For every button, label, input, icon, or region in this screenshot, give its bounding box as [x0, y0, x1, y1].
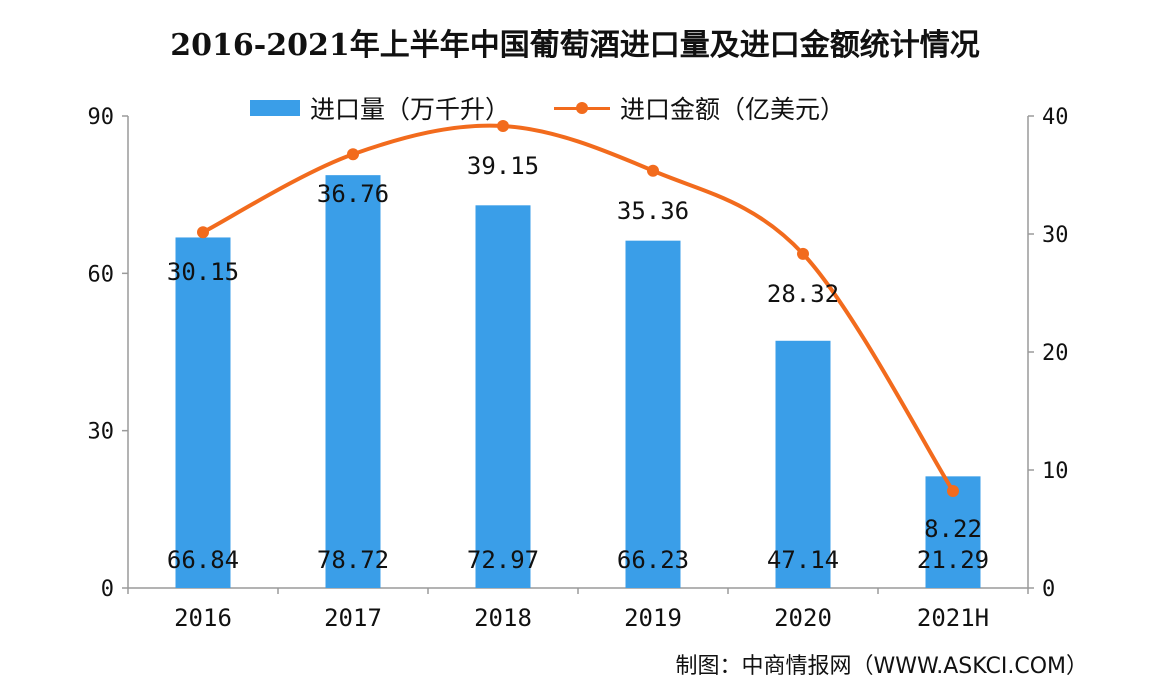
y-right-tick-label: 40: [1042, 105, 1069, 130]
x-tick-label: 2019: [624, 604, 682, 632]
bar-data-label: 66.84: [167, 546, 239, 574]
legend-label-line: 进口金额（亿美元）: [620, 95, 846, 124]
legend-item-bar: 进口量（万千升）: [250, 90, 510, 126]
legend: 进口量（万千升） 进口金额（亿美元）: [250, 88, 845, 128]
line-point: [197, 226, 209, 239]
line-data-label: 8.22: [924, 515, 982, 543]
legend-label-bar: 进口量（万千升）: [310, 95, 511, 124]
x-tick-label: 2016: [174, 604, 232, 632]
line-point: [347, 148, 359, 161]
line-data-label: 28.32: [767, 280, 839, 308]
legend-item-line: 进口金额（亿美元）: [554, 90, 845, 126]
line-point: [797, 247, 809, 260]
y-right-tick-label: 10: [1042, 459, 1069, 484]
y-right-tick-label: 20: [1042, 341, 1069, 366]
x-tick-label: 2020: [774, 604, 832, 632]
y-left-tick-label: 0: [101, 577, 114, 602]
bar-data-label: 47.14: [767, 546, 839, 574]
line-series-path: [202, 123, 955, 493]
x-tick-label: 2018: [474, 604, 532, 632]
x-tick-label: 2017: [324, 604, 382, 632]
legend-swatch-bar: [250, 100, 300, 116]
bar-data-label: 66.23: [617, 546, 689, 574]
bar: [775, 340, 831, 588]
x-tick-label: 2021H: [917, 604, 989, 632]
line-data-label: 39.15: [467, 152, 539, 180]
line-point: [947, 485, 959, 498]
bar-data-label: 78.72: [317, 546, 389, 574]
line-data-label: 30.15: [167, 258, 239, 286]
chart-title: 2016-2021年上半年中国葡萄酒进口量及进口金额统计情况: [170, 28, 980, 63]
legend-swatch-line: [554, 100, 611, 116]
bar-data-label: 21.29: [917, 546, 989, 574]
line-data-label: 35.36: [617, 197, 689, 225]
line-data-label: 36.76: [317, 180, 389, 208]
y-left-tick-label: 30: [88, 420, 115, 445]
bar: [325, 175, 381, 588]
bar: [475, 205, 531, 589]
line-point: [647, 164, 659, 177]
y-left-tick-label: 60: [88, 262, 115, 287]
bar: [625, 240, 681, 588]
source-credit: 制图：中商情报网（WWW.ASKCI.COM）: [675, 654, 1088, 679]
bar: [175, 237, 231, 588]
line-point: [497, 120, 509, 133]
y-right-tick-label: 30: [1042, 223, 1069, 248]
y-left-tick-label: 90: [88, 105, 115, 130]
y-right-tick-label: 0: [1042, 577, 1055, 602]
bar-data-label: 72.97: [467, 546, 539, 574]
